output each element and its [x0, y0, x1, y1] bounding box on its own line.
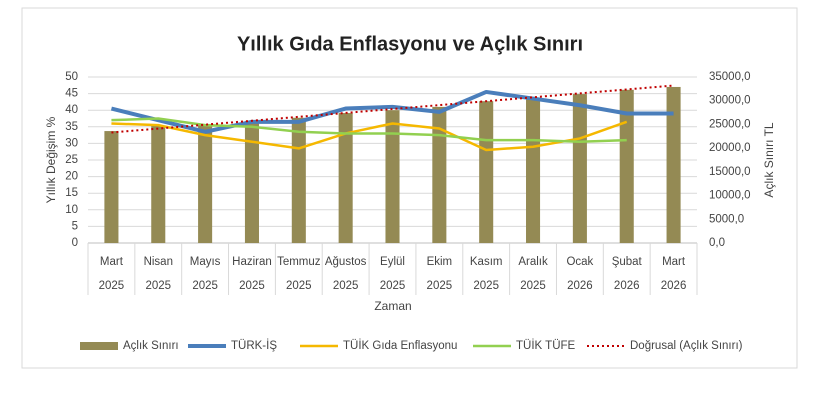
x-tick-year: 2026: [614, 280, 640, 292]
x-tick-label: Nisan: [144, 256, 173, 268]
legend-label: Açlık Sınırı: [123, 340, 179, 352]
x-tick-label: Temmuz: [277, 256, 321, 268]
x-tick-label: Ekim: [427, 256, 453, 268]
legend-label: TÜİK Gıda Enflasyonu: [343, 339, 457, 352]
x-tick-label: Mart: [100, 256, 124, 268]
bar: [291, 117, 306, 243]
x-tick-label: Aralık: [518, 256, 548, 268]
y-tick-label: 5: [72, 220, 78, 232]
y2-tick-label: 5000,0: [709, 213, 744, 225]
x-tick-year: 2025: [473, 280, 499, 292]
line: [111, 117, 627, 143]
line: [110, 89, 674, 134]
y-axis-title: Yıllık Değişim %: [44, 116, 58, 203]
y-tick-label: 10: [65, 204, 78, 216]
bar: [666, 86, 681, 244]
x-tick-year: 2025: [427, 280, 453, 292]
bar: [619, 89, 634, 243]
x-tick-year: 2025: [520, 280, 546, 292]
x-tick-year: 2025: [145, 280, 171, 292]
chart-title: Yıllık Gıda Enflasyonu ve Açlık Sınırı: [237, 33, 583, 55]
y-tick-label: 0: [72, 237, 78, 249]
y-tick-label: 50: [65, 71, 78, 83]
line: [111, 84, 674, 134]
y2-axis-title: Açlık Sınırı TL: [762, 122, 776, 197]
x-axis-title: Zaman: [374, 299, 411, 313]
legend-label: TÜRK-İŞ: [231, 339, 277, 352]
bar: [385, 110, 400, 243]
y2-tick-label: 15000,0: [709, 166, 751, 178]
bar: [244, 121, 259, 243]
x-tick-year: 2025: [286, 280, 312, 292]
x-tick-label: Eylül: [380, 256, 405, 268]
x-tick-label: Mart: [662, 256, 686, 268]
y2-tick-label: 20000,0: [709, 142, 751, 154]
x-tick-label: Şubat: [612, 256, 643, 268]
line: [111, 120, 628, 152]
x-tick-label: Kasım: [470, 256, 503, 268]
bar: [479, 101, 494, 243]
y2-tick-label: 35000,0: [709, 71, 751, 83]
x-tick-year: 2026: [567, 280, 593, 292]
bar: [432, 106, 447, 243]
y-tick-label: 45: [65, 88, 78, 100]
x-tick-label: Haziran: [232, 256, 272, 268]
bar: [151, 125, 166, 243]
y-tick-label: 30: [65, 137, 78, 149]
legend-swatch: [80, 342, 118, 350]
bar: [198, 123, 213, 243]
y2-tick-label: 10000,0: [709, 190, 751, 202]
y-tick-label: 35: [65, 121, 78, 133]
x-tick-label: Mayıs: [190, 256, 221, 268]
y2-tick-label: 30000,0: [709, 95, 751, 107]
bar: [104, 131, 119, 243]
x-tick-year: 2026: [661, 280, 687, 292]
bar: [338, 113, 353, 243]
legend-label: Doğrusal (Açlık Sınırı): [630, 340, 743, 352]
y-tick-label: 25: [65, 154, 78, 166]
x-tick-year: 2025: [99, 280, 125, 292]
x-tick-year: 2025: [239, 280, 265, 292]
x-tick-year: 2025: [333, 280, 359, 292]
bar: [572, 94, 587, 244]
chart-frame: [21, 7, 798, 369]
y-tick-label: 20: [65, 171, 78, 183]
legend-label: TÜİK TÜFE: [516, 339, 576, 352]
x-tick-year: 2025: [192, 280, 218, 292]
y-tick-label: 15: [65, 187, 78, 199]
y-tick-label: 40: [65, 104, 78, 116]
y2-tick-label: 25000,0: [709, 118, 751, 130]
y2-tick-label: 0,0: [709, 237, 725, 249]
bar: [526, 97, 541, 244]
x-tick-label: Ağustos: [325, 256, 367, 268]
x-tick-year: 2025: [380, 280, 406, 292]
x-tick-label: Ocak: [566, 256, 593, 268]
